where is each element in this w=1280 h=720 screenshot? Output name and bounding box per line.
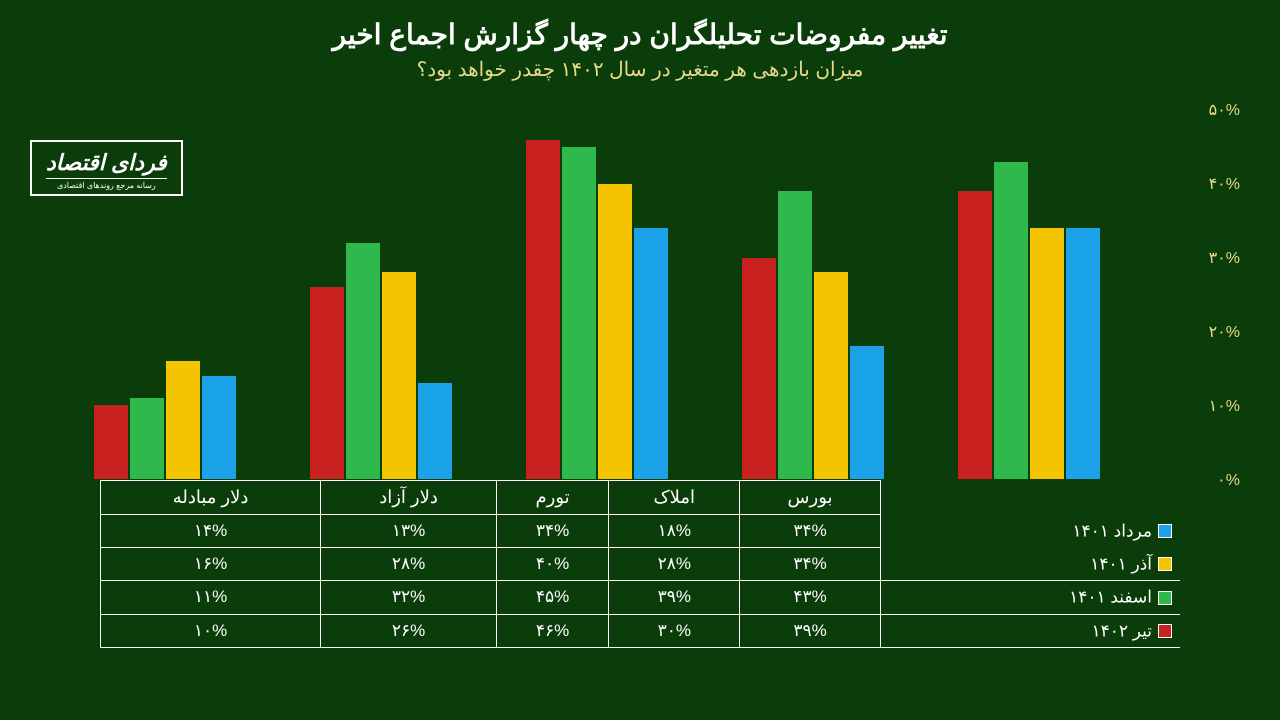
table-cell: ۳۹%: [609, 581, 740, 615]
legend-cell: آذر ۱۴۰۱: [880, 548, 1180, 581]
bar: [130, 398, 164, 479]
table-header-cell: تورم: [497, 481, 609, 515]
legend-swatch: [1158, 557, 1172, 571]
legend-swatch: [1158, 624, 1172, 638]
bar: [598, 184, 632, 479]
bar: [310, 287, 344, 479]
y-tick: ۳۰%: [1209, 248, 1240, 268]
plot-area: [100, 110, 1180, 480]
bar-group: [726, 110, 899, 479]
bar: [778, 191, 812, 479]
table-cell: ۱۶%: [101, 548, 321, 581]
page-title: تغییر مفروضات تحلیلگران در چهار گزارش اج…: [0, 0, 1280, 51]
table-header-cell: دلار آزاد: [321, 481, 497, 515]
bar: [94, 405, 128, 479]
bar-group: [510, 110, 683, 479]
legend-cell: مرداد ۱۴۰۱: [880, 515, 1180, 548]
y-axis: ۰%۱۰%۲۰%۳۰%۴۰%۵۰%: [1185, 110, 1240, 480]
table-row: آذر ۱۴۰۱۳۴%۲۸%۴۰%۲۸%۱۶%: [101, 548, 1181, 581]
table-row: تیر ۱۴۰۲ ۳۹%۳۰%۴۶%۲۶%۱۰%: [101, 614, 1181, 648]
bar: [526, 140, 560, 479]
table-header-cell: دلار مبادله: [101, 481, 321, 515]
table-cell: ۳۴%: [740, 515, 880, 548]
bar-group: [294, 110, 467, 479]
table-cell: ۳۰%: [609, 614, 740, 648]
bar: [994, 162, 1028, 479]
table-cell: ۴۵%: [497, 581, 609, 615]
table-cell: ۴۰%: [497, 548, 609, 581]
legend-label: مرداد ۱۴۰۱: [1072, 521, 1152, 540]
bar: [166, 361, 200, 479]
table-header-cell: بورس: [740, 481, 880, 515]
bar: [1030, 228, 1064, 479]
table-header-row: بورساملاکتورمدلار آزاددلار مبادله: [101, 481, 1181, 515]
table-corner-cell: [880, 481, 1180, 515]
table-header-cell: املاک: [609, 481, 740, 515]
bar: [346, 243, 380, 479]
legend-label: اسفند ۱۴۰۱: [1069, 588, 1152, 607]
bar: [562, 147, 596, 479]
table-cell: ۱۳%: [321, 515, 497, 548]
bar: [814, 272, 848, 479]
legend-swatch: [1158, 591, 1172, 605]
y-tick: ۱۰%: [1209, 396, 1240, 416]
page-subtitle: میزان بازدهی هر متغیر در سال ۱۴۰۲ چقدر خ…: [0, 57, 1280, 82]
chart-area: ۰%۱۰%۲۰%۳۰%۴۰%۵۰%: [100, 110, 1180, 480]
table-cell: ۱۰%: [101, 614, 321, 648]
table-cell: ۱۱%: [101, 581, 321, 615]
bar-group: [78, 110, 251, 479]
bar: [958, 191, 992, 479]
bar: [382, 272, 416, 479]
y-tick: ۵۰%: [1209, 100, 1240, 120]
legend-label: آذر ۱۴۰۱: [1090, 554, 1152, 573]
table-row: اسفند ۱۴۰۱ ۴۳%۳۹%۴۵%۳۲%۱۱%: [101, 581, 1181, 615]
y-tick: ۴۰%: [1209, 174, 1240, 194]
legend-label: تیر ۱۴۰۲: [1092, 621, 1153, 640]
bar-group: [942, 110, 1115, 479]
table-cell: ۲۸%: [609, 548, 740, 581]
data-table-wrap: بورساملاکتورمدلار آزاددلار مبادله مرداد …: [100, 480, 1180, 648]
bar: [418, 383, 452, 479]
legend-cell: تیر ۱۴۰۲: [880, 614, 1180, 648]
table-cell: ۳۹%: [740, 614, 880, 648]
data-table: بورساملاکتورمدلار آزاددلار مبادله مرداد …: [100, 480, 1180, 648]
y-tick: ۰%: [1217, 470, 1240, 490]
table-cell: ۴۶%: [497, 614, 609, 648]
y-tick: ۲۰%: [1209, 322, 1240, 342]
table-cell: ۲۸%: [321, 548, 497, 581]
legend-cell: اسفند ۱۴۰۱: [880, 581, 1180, 615]
table-body: مرداد ۱۴۰۱۳۴%۱۸%۳۴%۱۳%۱۴%آذر ۱۴۰۱۳۴%۲۸%۴…: [101, 515, 1181, 648]
table-cell: ۳۴%: [740, 548, 880, 581]
bar: [202, 376, 236, 479]
table-cell: ۴۳%: [740, 581, 880, 615]
table-cell: ۱۴%: [101, 515, 321, 548]
bar: [1066, 228, 1100, 479]
bar: [850, 346, 884, 479]
table-cell: ۲۶%: [321, 614, 497, 648]
legend-swatch: [1158, 524, 1172, 538]
bar: [742, 258, 776, 479]
table-row: مرداد ۱۴۰۱۳۴%۱۸%۳۴%۱۳%۱۴%: [101, 515, 1181, 548]
bar: [634, 228, 668, 479]
table-cell: ۳۴%: [497, 515, 609, 548]
table-cell: ۱۸%: [609, 515, 740, 548]
table-cell: ۳۲%: [321, 581, 497, 615]
